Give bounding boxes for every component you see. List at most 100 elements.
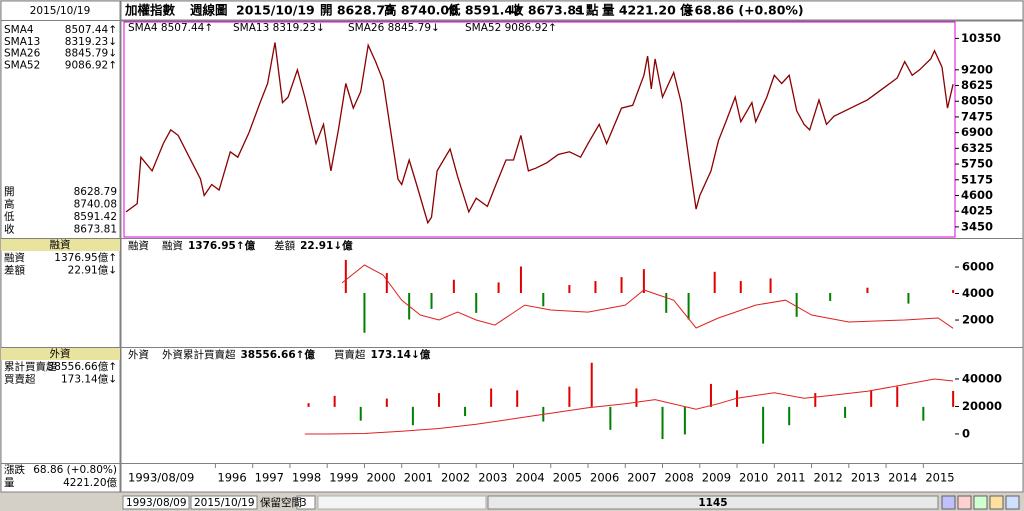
indicator-name: SMA4: [4, 24, 34, 36]
x-tick-label: 1999: [329, 471, 358, 485]
indicator-value: 8319.23↓: [65, 36, 117, 48]
y-tick-label: 8625: [961, 78, 993, 92]
header-item: 加權指數: [124, 3, 176, 18]
tool-button[interactable]: [941, 495, 956, 510]
bar: [661, 406, 664, 440]
y-tick-label: 5750: [961, 157, 993, 171]
footer-reserve: 3: [300, 497, 307, 509]
bar: [713, 271, 716, 293]
legend-name: 融資: [162, 240, 183, 252]
indicator-name: SMA52: [4, 59, 40, 71]
row-value: 1376.95億↑: [54, 251, 117, 264]
x-tick-label: 2008: [665, 471, 694, 485]
y-tick-label: 5175: [961, 172, 993, 186]
bar: [870, 390, 873, 407]
reserve-input[interactable]: [296, 495, 316, 510]
scrollbar[interactable]: [487, 495, 939, 510]
footer-end: 2015/10/19: [194, 497, 255, 509]
bar: [490, 388, 493, 407]
header-item: s: [575, 3, 582, 18]
header-item: 收 8673.81: [511, 3, 585, 18]
bar: [385, 398, 388, 407]
x-tick-label: 1996: [217, 471, 246, 485]
bar: [437, 393, 440, 407]
legend-value: 22.91↓億: [300, 239, 353, 252]
x-tick-label: 2007: [627, 471, 656, 485]
tool-button[interactable]: [1005, 495, 1020, 510]
section-title: 外資: [50, 348, 71, 360]
x-tick-label: 2003: [478, 471, 507, 485]
scroll-track[interactable]: [317, 495, 487, 510]
footer-position: 1145: [698, 497, 727, 509]
ohlc-label: 高: [4, 198, 15, 211]
tool-button[interactable]: [957, 495, 972, 510]
bar: [307, 403, 310, 407]
row-label: 累計買賣超: [4, 360, 57, 373]
bar: [739, 281, 742, 293]
summary-value: 68.86 (+0.80%): [33, 464, 117, 476]
x-tick-label: 1998: [292, 471, 321, 485]
bar: [497, 282, 500, 293]
indicator-name: SMA13: [4, 36, 40, 48]
row-label: 融資: [4, 252, 25, 264]
y-tick-label: 6325: [961, 141, 993, 155]
header-item: 2015/10/19: [236, 3, 315, 18]
price-frame: [123, 21, 956, 238]
row-value: 38556.66億↑: [48, 360, 117, 373]
ohlc-value: 8628.79: [74, 186, 117, 198]
y-tick-label: 4025: [961, 204, 993, 218]
ohlc-value: 8591.42: [74, 211, 117, 223]
y-tick-label: 40000: [962, 371, 1002, 385]
x-tick-label: 2002: [441, 471, 470, 485]
bar: [709, 383, 712, 407]
legend-name: 外資累計買賣超: [162, 348, 236, 361]
bar: [430, 293, 433, 309]
series-line: [125, 42, 954, 225]
series-line: [304, 378, 954, 435]
ohlc-value: 8740.08: [74, 199, 117, 211]
bar: [516, 390, 519, 407]
y-tick-label: 6000: [962, 260, 994, 274]
bar: [952, 289, 955, 293]
bar: [594, 281, 597, 293]
tool-button[interactable]: [989, 495, 1004, 510]
bar: [635, 388, 638, 407]
header-item: 點: [586, 3, 599, 18]
row-label: 買賣超: [4, 373, 36, 386]
indicator-legend: SMA52 9086.92↑: [465, 22, 557, 34]
y-tick-label: 2000: [962, 313, 994, 327]
bar: [896, 386, 899, 407]
summary-label: 漲跌: [4, 463, 25, 476]
bar: [829, 293, 832, 301]
ohlc-value: 8673.81: [74, 224, 117, 236]
y-tick-label: 3450: [961, 219, 993, 233]
y-tick-label: 7475: [961, 109, 993, 123]
bar: [609, 406, 612, 430]
start-input[interactable]: [122, 495, 190, 510]
x-tick-label: 2012: [814, 471, 843, 485]
x-tick-label: 2001: [404, 471, 433, 485]
bar: [795, 293, 798, 317]
bar: [665, 293, 668, 313]
ohlc-label: 開: [4, 186, 15, 198]
x-tick-label: 2011: [776, 471, 805, 485]
header-item: 高 8740.08: [384, 3, 458, 18]
x-tick-label: 2005: [553, 471, 582, 485]
indicator-value: 9086.92↑: [65, 59, 117, 71]
y-tick-label: 20000: [962, 399, 1002, 413]
indicator-legend: SMA13 8319.23↓: [233, 22, 325, 34]
indicator-legend: SMA4 8507.44↑: [128, 22, 213, 34]
bar: [769, 278, 772, 293]
footer-reserve-label: 保留空間: [260, 496, 302, 509]
end-input[interactable]: [190, 495, 258, 510]
bar: [952, 390, 955, 407]
bar: [590, 362, 593, 407]
ohlc-label: 收: [4, 223, 15, 236]
y-tick-label: 0: [962, 426, 970, 440]
bar: [363, 293, 366, 333]
tool-button[interactable]: [973, 495, 988, 510]
indicator-legend: SMA26 8845.79↓: [348, 22, 440, 34]
summary-value: 4221.20億: [63, 476, 117, 489]
bar: [687, 293, 690, 320]
